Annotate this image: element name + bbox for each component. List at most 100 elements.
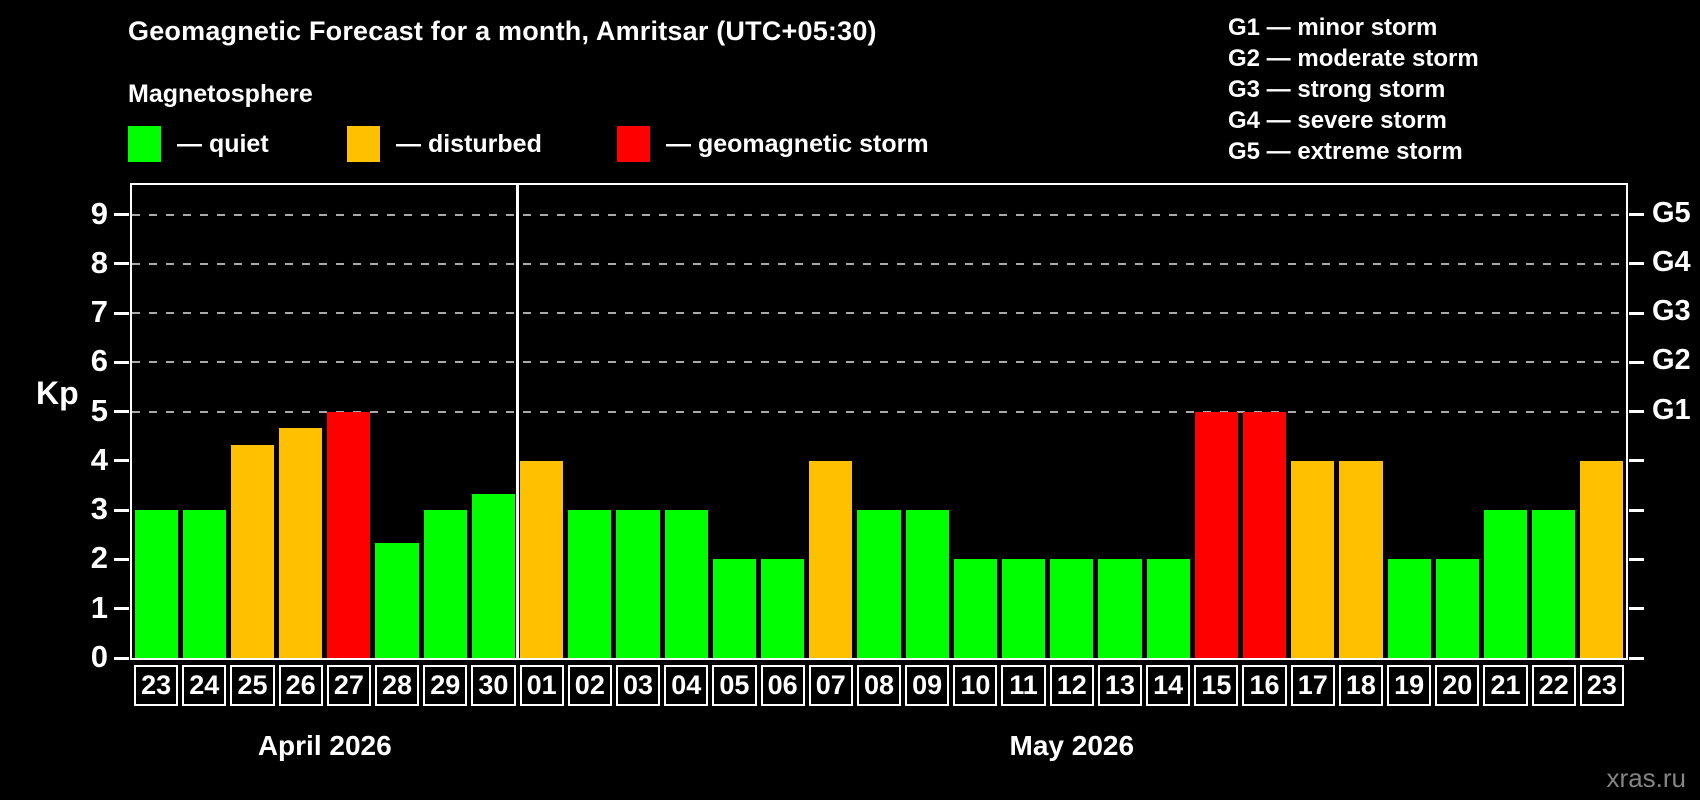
day-label-09: 09 — [905, 665, 950, 706]
g-legend-line-3: G3 — strong storm — [1228, 76, 1446, 103]
day-label-02: 02 — [567, 665, 612, 706]
g-label-G1: G1 — [1652, 393, 1691, 426]
gridline-kp5 — [132, 410, 1626, 413]
day-label-14: 14 — [1146, 665, 1191, 706]
kp-bar-13 — [1098, 559, 1142, 658]
kp-bar-03 — [616, 510, 660, 658]
right-tick-9 — [1629, 213, 1644, 217]
day-label-05: 05 — [712, 665, 757, 706]
right-tick-5 — [1629, 410, 1644, 414]
y-tick-label-4: 4 — [90, 441, 108, 477]
kp-bar-01 — [520, 460, 564, 658]
legend-item-disturbed: — disturbed — [347, 126, 542, 162]
day-label-06: 06 — [760, 665, 805, 706]
y-tick-label-1: 1 — [90, 589, 108, 625]
y-tick-label-5: 5 — [90, 392, 108, 428]
watermark: xras.ru — [1606, 763, 1686, 793]
y-tick-label-3: 3 — [90, 491, 108, 527]
gridline-kp9 — [132, 213, 1626, 216]
month-label-april: April 2026 — [257, 730, 392, 761]
kp-bar-02 — [568, 510, 612, 658]
left-tick-5 — [114, 410, 129, 414]
day-label-24: 24 — [182, 665, 227, 706]
left-tick-7 — [114, 311, 129, 315]
right-tick-6 — [1629, 360, 1644, 364]
kp-bar-15 — [1194, 411, 1238, 658]
kp-bar-14 — [1146, 559, 1190, 658]
day-label-10: 10 — [953, 665, 998, 706]
day-label-21: 21 — [1483, 665, 1528, 706]
right-tick-1 — [1629, 607, 1644, 611]
plot-area — [130, 183, 1628, 660]
day-label-08: 08 — [856, 665, 902, 706]
day-label-13: 13 — [1097, 665, 1143, 706]
y-tick-label-8: 8 — [90, 244, 108, 280]
kp-bar-19 — [1387, 559, 1431, 658]
day-label-15: 15 — [1194, 665, 1239, 706]
day-label-23: 23 — [1579, 665, 1624, 706]
right-tick-2 — [1629, 557, 1644, 561]
left-tick-0 — [114, 656, 129, 660]
g-label-G2: G2 — [1652, 344, 1691, 377]
y-tick-label-0: 0 — [90, 639, 108, 674]
day-label-16: 16 — [1242, 665, 1287, 706]
month-label-may: May 2026 — [1009, 730, 1135, 761]
left-tick-9 — [114, 213, 129, 217]
day-label-26: 26 — [278, 665, 323, 706]
storm-swatch — [617, 126, 650, 162]
disturbed-swatch — [347, 126, 380, 162]
left-tick-2 — [114, 557, 129, 561]
chart-title: Geomagnetic Forecast for a month, Amrits… — [128, 16, 877, 46]
day-label-03: 03 — [615, 665, 661, 706]
kp-bar-05 — [712, 559, 756, 658]
kp-bar-27 — [327, 411, 371, 658]
g-label-G4: G4 — [1652, 245, 1691, 278]
y-tick-label-6: 6 — [90, 343, 108, 379]
g-legend-line-1: G1 — minor storm — [1228, 14, 1438, 41]
kp-bar-23 — [134, 510, 178, 658]
kp-bar-20 — [1435, 559, 1479, 658]
day-label-30: 30 — [471, 665, 516, 706]
gridline-kp8 — [132, 262, 1626, 265]
right-tick-4 — [1629, 459, 1644, 463]
right-tick-7 — [1629, 311, 1644, 315]
kp-bar-16 — [1242, 411, 1287, 658]
kp-bar-17 — [1291, 460, 1335, 658]
left-tick-1 — [114, 607, 129, 611]
day-label-07: 07 — [808, 665, 853, 706]
kp-bar-06 — [761, 559, 805, 658]
gridline-kp6 — [132, 361, 1626, 364]
day-label-12: 12 — [1049, 665, 1094, 706]
g-legend-line-5: G5 — extreme storm — [1228, 138, 1463, 165]
day-label-01: 01 — [519, 665, 564, 706]
kp-bar-21 — [1483, 510, 1528, 658]
day-label-25: 25 — [230, 665, 275, 706]
kp-bar-30 — [471, 493, 516, 658]
chart-subtitle: Magnetosphere — [128, 80, 313, 108]
right-tick-0 — [1629, 656, 1644, 660]
left-tick-3 — [114, 508, 129, 512]
legend-item-quiet: — quiet — [128, 126, 269, 162]
kp-bar-09 — [905, 510, 949, 658]
kp-bar-12 — [1050, 559, 1094, 658]
kp-bar-18 — [1339, 460, 1383, 658]
kp-bar-08 — [857, 510, 901, 658]
gridline-kp7 — [132, 312, 1626, 315]
kp-bar-10 — [953, 559, 997, 658]
month-separator — [516, 185, 520, 658]
kp-bar-26 — [279, 427, 323, 658]
kp-bar-22 — [1532, 510, 1576, 658]
legend-label-quiet: — quiet — [177, 129, 269, 158]
left-tick-8 — [114, 262, 129, 266]
g-legend-line-2: G2 — moderate storm — [1228, 45, 1479, 72]
kp-bar-29 — [423, 510, 467, 658]
right-tick-8 — [1629, 262, 1644, 266]
day-label-17: 17 — [1290, 665, 1335, 706]
y-tick-label-2: 2 — [90, 540, 108, 576]
kp-bar-25 — [230, 444, 275, 658]
day-label-20: 20 — [1435, 665, 1480, 706]
day-label-11: 11 — [1001, 665, 1046, 706]
kp-bar-11 — [1001, 559, 1046, 658]
left-tick-6 — [114, 360, 129, 364]
